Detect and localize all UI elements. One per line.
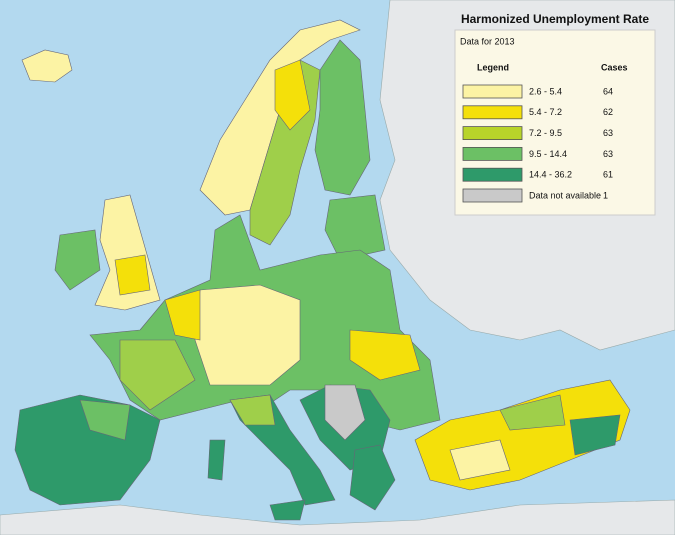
region: [119, 339, 196, 411]
region: [324, 384, 366, 441]
region: [54, 229, 101, 291]
region: [21, 49, 73, 83]
legend-cases: 62: [603, 107, 613, 117]
region: [499, 394, 566, 431]
legend-swatch: [462, 188, 523, 203]
legend-label: 5.4 - 7.2: [529, 107, 562, 117]
legend-swatch: [462, 167, 523, 182]
legend-cases: 61: [603, 170, 613, 180]
region: [274, 59, 311, 131]
legend-label: 7.2 - 9.5: [529, 128, 562, 138]
legend-label: 2.6 - 5.4: [529, 86, 562, 96]
legend-swatch: [462, 126, 523, 140]
legend-cases: 63: [603, 128, 613, 138]
region: [349, 329, 421, 381]
region: [449, 439, 511, 481]
region: [207, 439, 226, 481]
region: [314, 39, 371, 196]
subtitle: Data for 2013: [460, 36, 515, 46]
region: [349, 444, 396, 511]
region: [569, 414, 621, 456]
legend-label: 9.5 - 14.4: [529, 149, 567, 159]
region: [269, 499, 306, 521]
region: [194, 284, 301, 386]
legend-swatch: [462, 146, 523, 161]
legend-cases: 64: [603, 86, 613, 96]
legend-cases: 63: [603, 149, 613, 159]
region: [114, 254, 151, 296]
legend-swatch: [462, 105, 523, 120]
legend-heading: Legend: [477, 62, 509, 72]
title: Harmonized Unemployment Rate: [461, 12, 649, 26]
legend-label: Data not available: [529, 190, 601, 200]
cases-heading: Cases: [601, 62, 628, 72]
legend-rows: 2.6 - 5.4 64 5.4 - 7.2 62 7.2 - 9.5 63 9.5 - 1…: [462, 84, 613, 203]
region: [79, 399, 131, 441]
region: [164, 289, 201, 341]
legend-label: 14.4 - 36.2: [529, 170, 572, 180]
legend-swatch: [462, 84, 523, 99]
region: [229, 394, 276, 426]
legend-cases: 1: [603, 190, 608, 200]
legend-box: [454, 29, 656, 216]
land-other: [0, 499, 675, 535]
